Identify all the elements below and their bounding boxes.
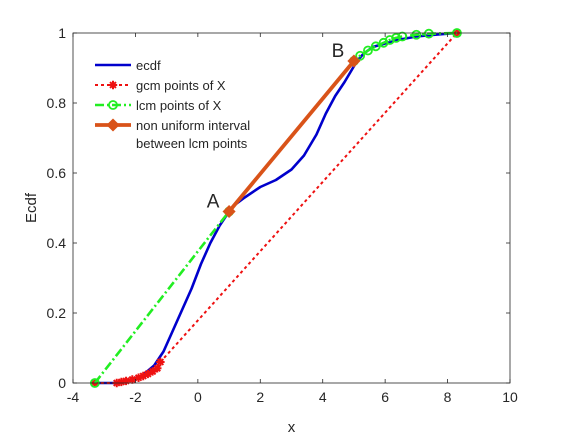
legend-label: ecdf xyxy=(136,58,161,73)
y-tick-label: 0.2 xyxy=(47,305,67,321)
data-point-lcm-points-of-x xyxy=(411,29,422,40)
y-axis-label: Ecdf xyxy=(23,192,40,223)
x-tick-label: -4 xyxy=(67,389,80,405)
data-point-lcm-points-of-x xyxy=(423,28,434,39)
tick-layer: -4 -2 0 2 4 6 8 10 0 0.2 0.4 0.6 0.8 1 xyxy=(47,25,518,405)
data-point-lcm-points-of-x xyxy=(355,50,366,61)
y-tick-label: 0.4 xyxy=(47,235,67,251)
data-point-gcm-points-of-x xyxy=(121,376,131,386)
data-point-gcm-points-of-x xyxy=(143,369,153,379)
x-tick-label: 10 xyxy=(502,389,518,405)
y-tick-label: 0.8 xyxy=(47,95,67,111)
annotation-layer: AB xyxy=(207,41,345,213)
legend-marker xyxy=(106,118,120,132)
legend: ecdf gcm points of X lcm points of X non un… xyxy=(95,58,250,151)
series-line-non-uniform-interval-between-lcm-points xyxy=(227,59,356,213)
x-tick-label: -2 xyxy=(129,389,142,405)
legend-label: lcm points of X xyxy=(136,98,222,113)
series-non-uniform-interval-between-lcm-points xyxy=(222,54,361,219)
data-point-lcm-points-of-x xyxy=(391,33,401,43)
x-axis-label: x xyxy=(288,419,296,436)
plot-frame xyxy=(72,32,511,384)
data-point-gcm-points-of-x xyxy=(117,377,126,387)
legend-marker xyxy=(108,100,118,110)
data-point-non-uniform-interval-between-lcm-points xyxy=(347,54,361,68)
x-tick-label: 0 xyxy=(194,389,202,405)
x-tick-label: 2 xyxy=(256,389,264,405)
y-tick-label: 1 xyxy=(58,25,66,41)
x-tick-label: 4 xyxy=(319,389,327,405)
legend-label: between lcm points xyxy=(136,136,248,151)
legend-entry-lcm-points-of-x: lcm points of X xyxy=(95,98,222,113)
legend-entry-gcm-points-of-x: gcm points of X xyxy=(95,78,226,93)
data-point-gcm-points-of-x xyxy=(148,367,157,376)
x-tick-label: 6 xyxy=(381,389,389,405)
data-point-lcm-points-of-x xyxy=(363,45,373,56)
data-point-gcm-points-of-x xyxy=(128,375,137,384)
data-point-lcm-points-of-x xyxy=(370,41,381,52)
data-point-lcm-points-of-x xyxy=(384,35,395,45)
y-tick-label: 0 xyxy=(58,375,66,391)
data-point-gcm-points-of-x xyxy=(139,371,148,381)
legend-label: non uniform interval xyxy=(136,118,250,133)
y-tick-label: 0.6 xyxy=(47,165,67,181)
data-point-gcm-points-of-x xyxy=(134,373,143,382)
annotation-label-a: A xyxy=(207,192,220,213)
legend-entry-ecdf: ecdf xyxy=(95,58,161,73)
legend-entry-non-uniform-interval-between-lcm-points: non uniform interval between lcm points xyxy=(95,118,250,151)
plot-area xyxy=(73,33,510,383)
data-point-lcm-points-of-x xyxy=(397,31,408,42)
legend-label: gcm points of X xyxy=(136,78,226,93)
data-point-gcm-points-of-x xyxy=(153,364,162,373)
data-point-gcm-points-of-x xyxy=(156,357,165,367)
annotation-label-b: B xyxy=(332,41,345,62)
x-tick-label: 8 xyxy=(444,389,452,405)
data-point-non-uniform-interval-between-lcm-points xyxy=(222,204,236,219)
legend-marker xyxy=(108,80,118,90)
